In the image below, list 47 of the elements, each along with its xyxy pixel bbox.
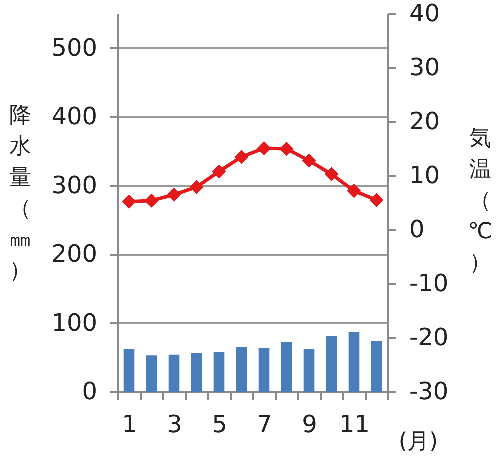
y-tick-label: 400 [52,102,98,131]
bar [304,349,315,392]
point [167,188,182,202]
y2-tick-label: -20 [410,324,449,352]
point [280,142,294,156]
bar [258,348,270,392]
y2-tick-label: -10 [410,270,449,298]
y-tick-label: 0 [82,378,98,406]
y2-tick-label: -30 [410,378,449,406]
bar [326,336,338,392]
x-tick-label: 11 [339,410,370,438]
y2-tick-label: 0 [410,216,425,244]
y2-tick-label: 30 [410,54,440,82]
y-tick-label: 500 [52,34,98,62]
bar [214,352,225,392]
point [122,194,136,209]
y2-axis-title: 気温（℃） [468,126,493,276]
point [324,167,339,182]
y-tick-label: 200 [52,240,98,268]
y2-tick-label: 20 [410,108,440,136]
x-tick-label: 5 [212,410,228,438]
bar [191,354,202,392]
y-tick-label: 300 [52,171,98,200]
point [144,194,159,208]
x-tick-label: 3 [167,410,182,438]
bar [146,356,158,392]
point [370,193,384,208]
bar [236,347,248,392]
x-tick-label: 1 [122,410,138,438]
y-tick-label: 100 [52,308,98,337]
y2-tick-label: 40 [410,0,440,28]
point [257,141,272,156]
point [234,150,249,164]
bar [168,354,180,392]
x-tick-label: 9 [302,410,318,438]
bar [281,342,292,392]
point [302,154,316,168]
point [212,164,226,179]
y2-tick-label: 10 [410,162,440,190]
x-tick-label: 7 [257,410,272,438]
x-axis-title: (月) [398,430,438,454]
point [190,180,204,194]
y-axis-title: 降水量（㎜） [10,104,32,284]
bar [348,332,360,392]
point [347,184,362,198]
bar [371,341,382,392]
bar [124,349,135,392]
